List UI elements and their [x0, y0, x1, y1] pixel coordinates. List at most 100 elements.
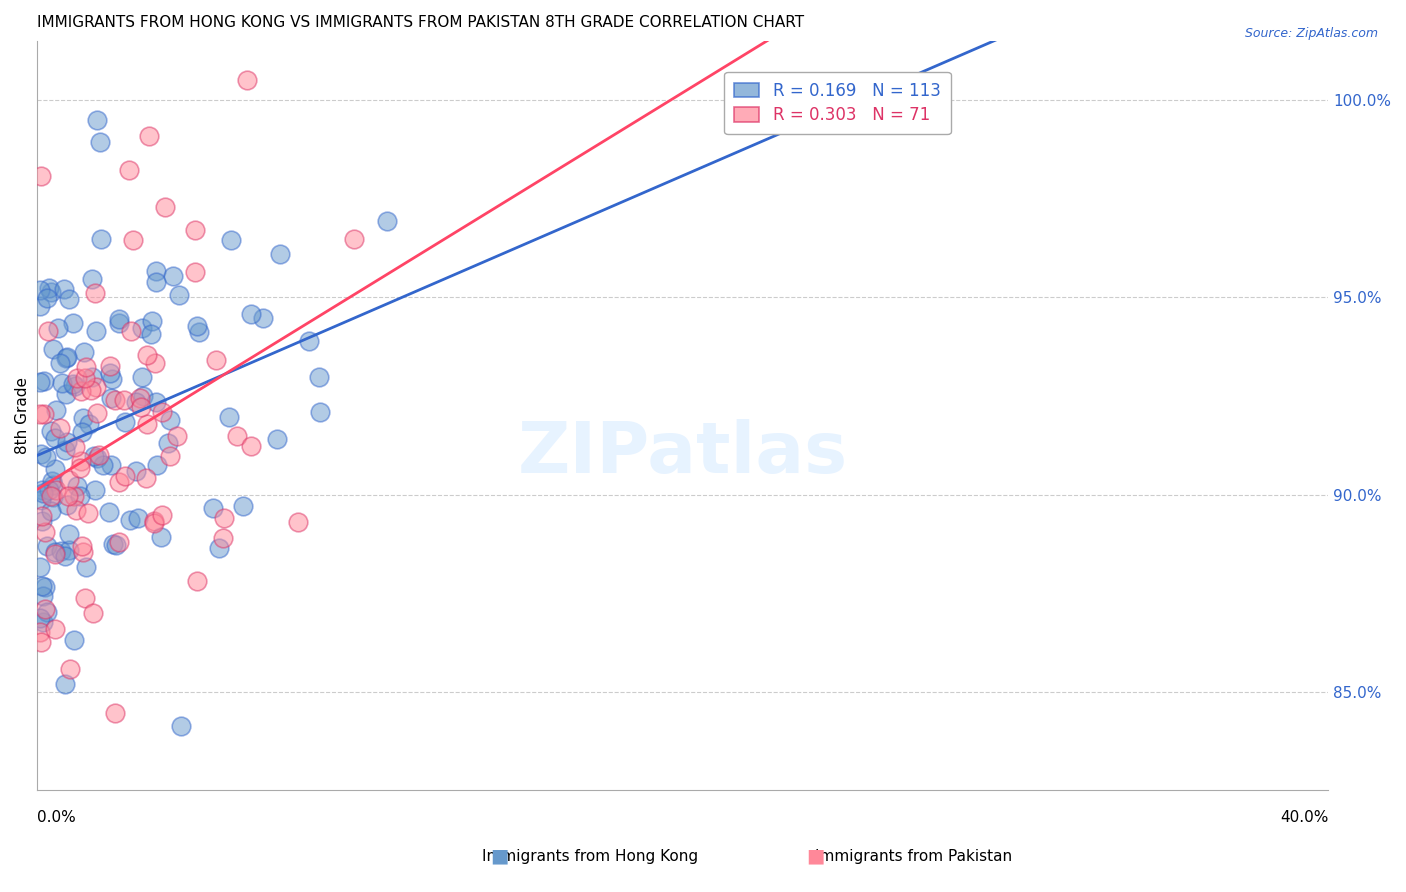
Point	[108, 534, 131, 549]
Point	[30, 634, 52, 648]
Point	[266, 432, 288, 446]
Point	[34, 525, 56, 540]
Point	[34, 374, 56, 388]
Text: ■: ■	[489, 847, 509, 866]
Text: 0.0%: 0.0%	[37, 810, 76, 825]
Text: ■: ■	[806, 847, 825, 866]
Point	[135, 348, 157, 362]
Point	[186, 574, 208, 588]
Point	[39, 489, 62, 503]
Point	[30, 169, 52, 183]
Text: 40.0%: 40.0%	[1279, 810, 1329, 825]
Point	[80, 370, 103, 384]
Point	[58, 292, 80, 306]
Point	[298, 334, 321, 349]
Point	[53, 549, 76, 563]
Point	[84, 483, 107, 497]
Point	[86, 451, 108, 466]
Point	[212, 510, 235, 524]
Point	[142, 514, 165, 528]
Point	[53, 676, 76, 690]
Point	[56, 350, 79, 364]
Point	[56, 489, 79, 503]
Point	[138, 129, 160, 144]
Point	[37, 605, 59, 619]
Point	[107, 475, 129, 490]
Point	[73, 591, 96, 606]
Point	[30, 284, 52, 298]
Point	[35, 291, 58, 305]
Point	[42, 342, 65, 356]
Point	[45, 483, 67, 497]
Point	[104, 538, 127, 552]
Point	[53, 442, 76, 457]
Point	[45, 402, 67, 417]
Point	[70, 539, 93, 553]
Point	[80, 383, 103, 397]
Point	[31, 514, 53, 528]
Point	[184, 265, 207, 279]
Point	[44, 431, 66, 445]
Point	[208, 541, 231, 556]
Point	[159, 450, 181, 464]
Point	[30, 447, 52, 461]
Point	[104, 393, 127, 408]
Point	[63, 440, 86, 454]
Point	[62, 316, 84, 330]
Point	[145, 395, 167, 409]
Point	[69, 384, 91, 398]
Point	[236, 73, 259, 87]
Point	[159, 412, 181, 426]
Point	[121, 325, 143, 339]
Point	[70, 454, 93, 468]
Point	[55, 387, 77, 401]
Point	[72, 410, 94, 425]
Point	[89, 449, 111, 463]
Point	[32, 407, 55, 421]
Point	[132, 389, 155, 403]
Point	[56, 435, 79, 450]
Point	[125, 394, 148, 409]
Point	[41, 475, 63, 489]
Point	[30, 492, 52, 507]
Point	[135, 417, 157, 431]
Point	[287, 515, 309, 529]
Point	[135, 470, 157, 484]
Point	[219, 233, 242, 247]
Point	[89, 135, 111, 149]
Point	[186, 318, 208, 333]
Point	[114, 469, 136, 483]
Y-axis label: 8th Grade: 8th Grade	[15, 377, 30, 454]
Point	[131, 370, 153, 384]
Point	[86, 405, 108, 419]
Point	[31, 509, 53, 524]
Point	[240, 307, 263, 321]
Point	[52, 282, 75, 296]
Point	[70, 425, 93, 439]
Point	[83, 285, 105, 300]
Text: Immigrants from Hong Kong: Immigrants from Hong Kong	[482, 849, 699, 863]
Text: Immigrants from Pakistan: Immigrants from Pakistan	[815, 849, 1012, 863]
Point	[225, 429, 247, 443]
Point	[75, 371, 97, 385]
Point	[32, 589, 55, 603]
Point	[69, 489, 91, 503]
Point	[114, 415, 136, 429]
Point	[100, 392, 122, 406]
Text: Source: ZipAtlas.com: Source: ZipAtlas.com	[1244, 27, 1378, 40]
Point	[139, 326, 162, 341]
Point	[169, 287, 191, 301]
Point	[83, 449, 105, 463]
Point	[100, 366, 122, 380]
Point	[37, 324, 59, 338]
Point	[142, 516, 165, 530]
Point	[34, 580, 56, 594]
Point	[118, 162, 141, 177]
Point	[98, 505, 121, 519]
Point	[343, 232, 366, 246]
Point	[156, 436, 179, 450]
Point	[104, 706, 127, 720]
Point	[39, 424, 62, 438]
Point	[55, 351, 77, 365]
Point	[212, 531, 235, 545]
